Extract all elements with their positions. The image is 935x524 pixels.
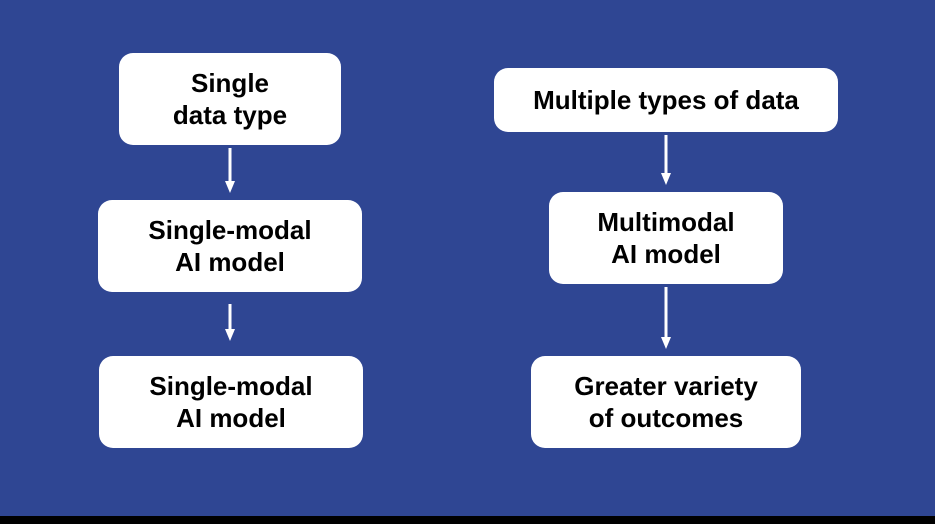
node-greater-variety: Greater variety of outcomes: [531, 356, 801, 448]
node-multiple-types-data: Multiple types of data: [494, 68, 838, 132]
diagram-canvas: Single data type Single-modal AI model S…: [0, 0, 935, 524]
node-label-line: AI model: [611, 238, 721, 271]
node-label-line: Single-modal: [148, 214, 311, 247]
node-label-line: of outcomes: [589, 402, 744, 435]
node-multimodal-model: Multimodal AI model: [549, 192, 783, 284]
node-single-modal-model-1: Single-modal AI model: [98, 200, 362, 292]
node-label-line: Greater variety: [574, 370, 758, 403]
node-label-line: AI model: [175, 246, 285, 279]
node-label-line: Single: [191, 67, 269, 100]
node-label-line: Single-modal: [149, 370, 312, 403]
node-label-line: AI model: [176, 402, 286, 435]
node-label-line: Multimodal: [597, 206, 734, 239]
node-label-line: data type: [173, 99, 287, 132]
bottom-accent-bar: [0, 516, 935, 524]
node-single-data-type: Single data type: [119, 53, 341, 145]
node-single-modal-model-2: Single-modal AI model: [99, 356, 363, 448]
node-label-line: Multiple types of data: [533, 84, 799, 117]
